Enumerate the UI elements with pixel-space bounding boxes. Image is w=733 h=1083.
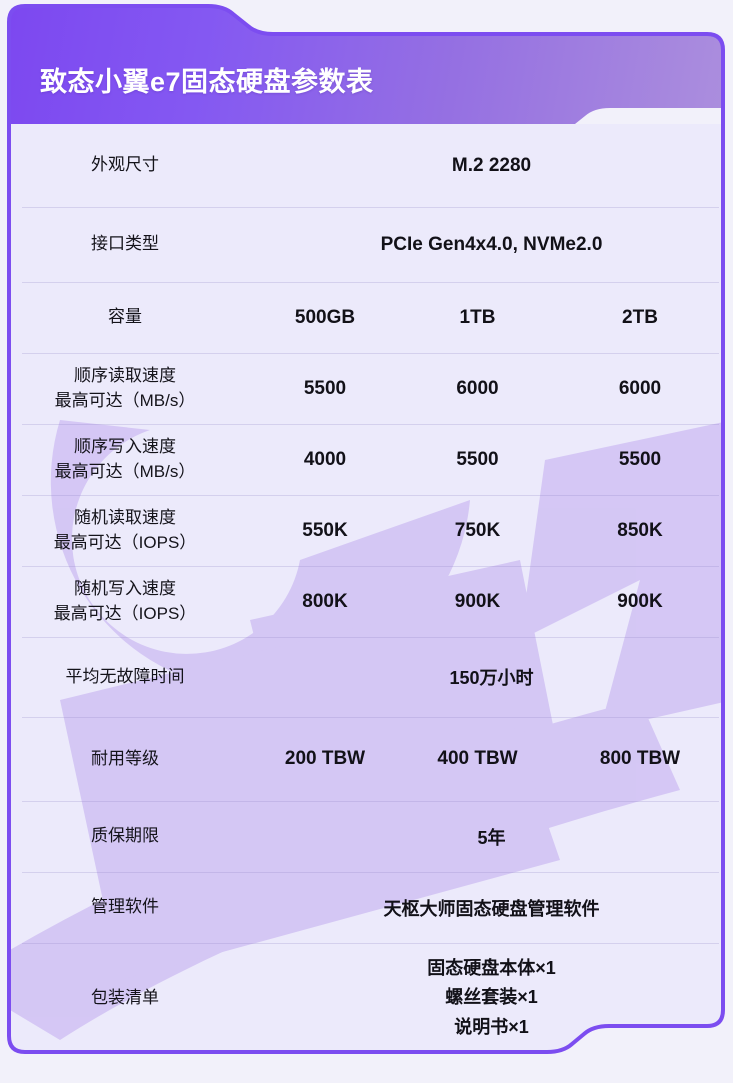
row-label-line1: 管理软件 [91,897,159,917]
row-value: 900K [454,590,501,612]
row-label: 质保期限 [0,824,250,849]
row-label: 随机读取速度最高可达（IOPS） [0,506,250,555]
table-row: 包装清单 固态硬盘本体×1 螺丝套装×1 说明书×1 [0,943,733,1053]
row-value: 天枢大师固态硬盘管理软件 [383,898,600,919]
table-row: 外观尺寸 M.2 2280 [0,124,733,207]
row-value: 800K [302,590,348,612]
row-value: 1TB [459,306,496,328]
brand-watermark [0,124,733,1083]
row-values: 550K 750K 850K [250,520,733,542]
row-values: 4000 5500 5500 [250,449,733,471]
row-label-line1: 外观尺寸 [91,155,159,175]
row-label: 管理软件 [0,895,250,920]
row-values: PCIe Gen4x4.0, NVMe2.0 [250,234,733,256]
table-row: 容量 500GB 1TB 2TB [0,282,733,353]
list-item: 螺丝套装×1 [445,987,538,1008]
row-value: 750K [454,519,501,541]
table-row: 顺序写入速度 最高可达（MB/s） 4000 5500 5500 [0,424,733,495]
row-value: 200 TBW [284,748,366,769]
row-values: M.2 2280 [250,155,733,177]
row-label-line1: 质保期限 [91,826,159,846]
row-label: 外观尺寸 [0,153,250,178]
row-value: 5500 [456,448,499,470]
row-value: M.2 2280 [451,154,532,176]
row-values: 200 TBW 400 TBW 800 TBW [250,748,733,770]
row-value: 6000 [456,377,499,399]
row-values: 天枢大师固态硬盘管理软件 [250,895,733,921]
row-values: 固态硬盘本体×1 螺丝套装×1 说明书×1 [250,954,733,1041]
row-value: 550K [302,519,348,541]
card-body-background [0,124,733,1083]
row-values: 500GB 1TB 2TB [250,307,733,329]
row-label-line2: 最高可达（IOPS） [53,532,197,552]
row-value: 500GB [294,306,356,328]
table-row: 质保期限 5年 [0,801,733,872]
row-label: 平均无故障时间 [0,665,250,690]
row-label-line1: 随机读取速度 [74,507,176,527]
row-value: 6000 [618,377,662,399]
row-label-line1: 耐用等级 [91,748,159,768]
row-values: 800K 900K 900K [250,591,733,613]
row-value: 2TB [622,306,658,328]
row-label-line2: 最高可达（MB/s） [54,390,196,410]
row-value: 5年 [477,827,506,848]
table-row: 随机写入速度最高可达（IOPS） 800K 900K 900K [0,566,733,637]
row-value: 150万小时 [449,668,534,688]
table-row: 管理软件 天枢大师固态硬盘管理软件 [0,872,733,943]
row-value: 900K [617,590,663,612]
spec-table: 外观尺寸 M.2 2280 接口类型 PCIe Gen4x4.0, NVMe2.0 容量… [0,124,733,1053]
row-value: 800 TBW [599,748,681,769]
row-label: 顺序写入速度 最高可达（MB/s） [0,435,250,484]
row-label-line1: 容量 [108,307,142,327]
list-item: 固态硬盘本体×1 [427,958,556,979]
row-label-line1: 接口类型 [91,234,159,254]
row-value: 850K [617,519,663,541]
row-label-line1: 平均无故障时间 [65,666,185,686]
row-label-line1: 随机写入速度 [74,578,176,598]
page-title: 致态小翼e7固态硬盘参数表 [40,67,374,97]
row-label: 随机写入速度最高可达（IOPS） [0,577,250,626]
row-label-line2: 最高可达（MB/s） [54,461,196,481]
row-values: 5500 6000 6000 [250,378,733,400]
row-label: 接口类型 [0,232,250,257]
table-row: 接口类型 PCIe Gen4x4.0, NVMe2.0 [0,207,733,282]
row-value: 5500 [618,448,662,470]
row-label: 顺序读取速度 最高可达（MB/s） [0,364,250,413]
table-row: 随机读取速度最高可达（IOPS） 550K 750K 850K [0,495,733,566]
row-value-list: 固态硬盘本体×1 螺丝套装×1 说明书×1 [250,954,733,1041]
row-value: 5500 [303,377,347,399]
row-label-line1: 包装清单 [91,987,159,1007]
table-row: 顺序读取速度 最高可达（MB/s） 5500 6000 6000 [0,353,733,424]
row-values: 5年 [250,824,733,850]
row-label: 包装清单 [0,986,250,1011]
row-value: 400 TBW [437,748,518,769]
row-label-line1: 顺序写入速度 [74,436,176,456]
row-value: PCIe Gen4x4.0, NVMe2.0 [380,233,603,255]
row-label: 耐用等级 [0,747,250,772]
list-item: 说明书×1 [454,1016,529,1037]
table-row: 耐用等级 200 TBW 400 TBW 800 TBW [0,717,733,801]
row-label: 容量 [0,305,250,330]
row-label-line1: 顺序读取速度 [74,365,176,385]
row-values: 150万小时 [250,664,733,690]
row-value: 4000 [303,448,347,470]
row-label-line2: 最高可达（IOPS） [53,603,197,623]
table-row: 平均无故障时间 150万小时 [0,637,733,717]
